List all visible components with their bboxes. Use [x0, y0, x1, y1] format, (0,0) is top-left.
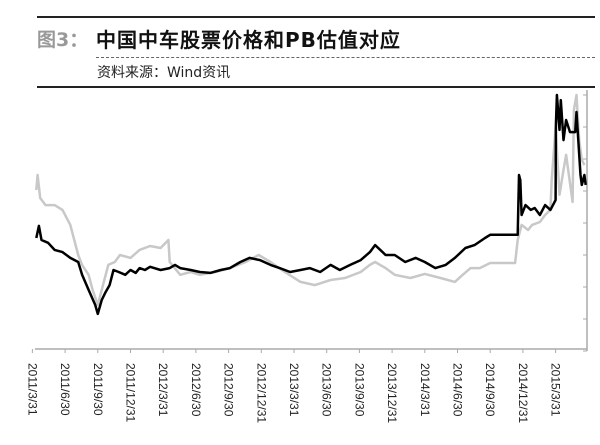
x-tick-label: 2013/3/31 — [287, 363, 301, 417]
dotted-divider — [96, 57, 595, 58]
x-tick-label: 2014/6/30 — [451, 363, 465, 417]
x-tick-label: 2011/3/31 — [25, 363, 39, 416]
source-note: 资料来源：Wind资讯 — [97, 65, 231, 81]
x-tick-label: 2014/12/31 — [516, 363, 530, 423]
series-line-price — [35, 93, 587, 316]
x-tick-label: 2012/9/30 — [222, 363, 236, 417]
x-tick-label: 2011/6/30 — [58, 363, 72, 416]
x-tick-label: 2011/12/31 — [123, 363, 137, 422]
x-tick-label: 2013/6/30 — [320, 363, 334, 417]
x-tick-label: 2012/12/31 — [254, 363, 268, 423]
chart-title: 中国中车股票价格和PB估值对应 — [96, 28, 401, 52]
x-tick-label: 2011/9/30 — [91, 363, 105, 416]
x-tick-label: 2013/12/31 — [385, 363, 399, 423]
x-tick-label: 2012/3/31 — [156, 363, 170, 417]
x-tick-label: 2013/9/30 — [352, 363, 366, 417]
x-tick-label: 2012/6/30 — [189, 363, 203, 417]
x-tick-label: 2015/3/31 — [549, 363, 563, 417]
figure-label: 图3： — [37, 29, 89, 51]
top-rule — [37, 16, 595, 18]
x-tick-label: 2014/9/30 — [483, 363, 497, 417]
series-line-pb — [35, 93, 586, 307]
x-tick-label: 2014/3/31 — [418, 363, 432, 417]
bottom-rule — [37, 86, 595, 88]
